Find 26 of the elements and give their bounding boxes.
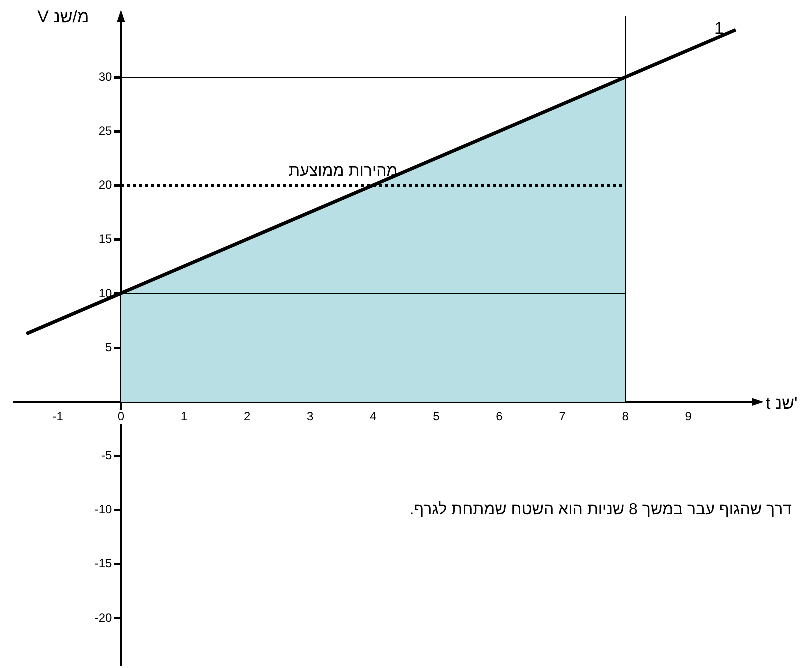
- y-tick-label: -20: [94, 610, 113, 625]
- x-tick-label: -1: [52, 409, 64, 424]
- x-tick-label: 0: [118, 409, 125, 424]
- ref-line-label: מהירות ממוצעת: [289, 163, 398, 180]
- y-tick-label: -15: [94, 556, 113, 571]
- x-tick-label: 9: [685, 409, 692, 424]
- y-axis-title: V מ/שנ: [38, 8, 90, 27]
- y-tick-label: 30: [98, 70, 112, 84]
- y-tick-label: 25: [98, 124, 112, 138]
- x-axis-title: t שנ': [766, 394, 798, 413]
- x-tick-label: 6: [496, 409, 504, 424]
- annotation: דרך שהגוף עבר במשך 8 שניות הוא השטח שמתחת לגרף.: [410, 500, 792, 519]
- y-tick-label: -5: [102, 448, 113, 463]
- x-tick-label: 1: [180, 409, 188, 424]
- x-tick-label: 3: [306, 409, 314, 424]
- x-tick-label: 8: [622, 409, 630, 424]
- y-tick-label: 20: [98, 178, 112, 192]
- x-tick-label: 2: [244, 409, 251, 424]
- y-tick-label: -10: [94, 502, 113, 517]
- series-label: 1: [714, 19, 724, 38]
- x-tick-label: 4: [370, 409, 378, 424]
- x-tick-label: 5: [433, 409, 440, 424]
- y-tick-label: 10: [98, 286, 112, 300]
- y-tick-label: 15: [98, 232, 112, 246]
- x-tick-label: 7: [559, 409, 566, 424]
- y-tick-label: 5: [106, 340, 112, 354]
